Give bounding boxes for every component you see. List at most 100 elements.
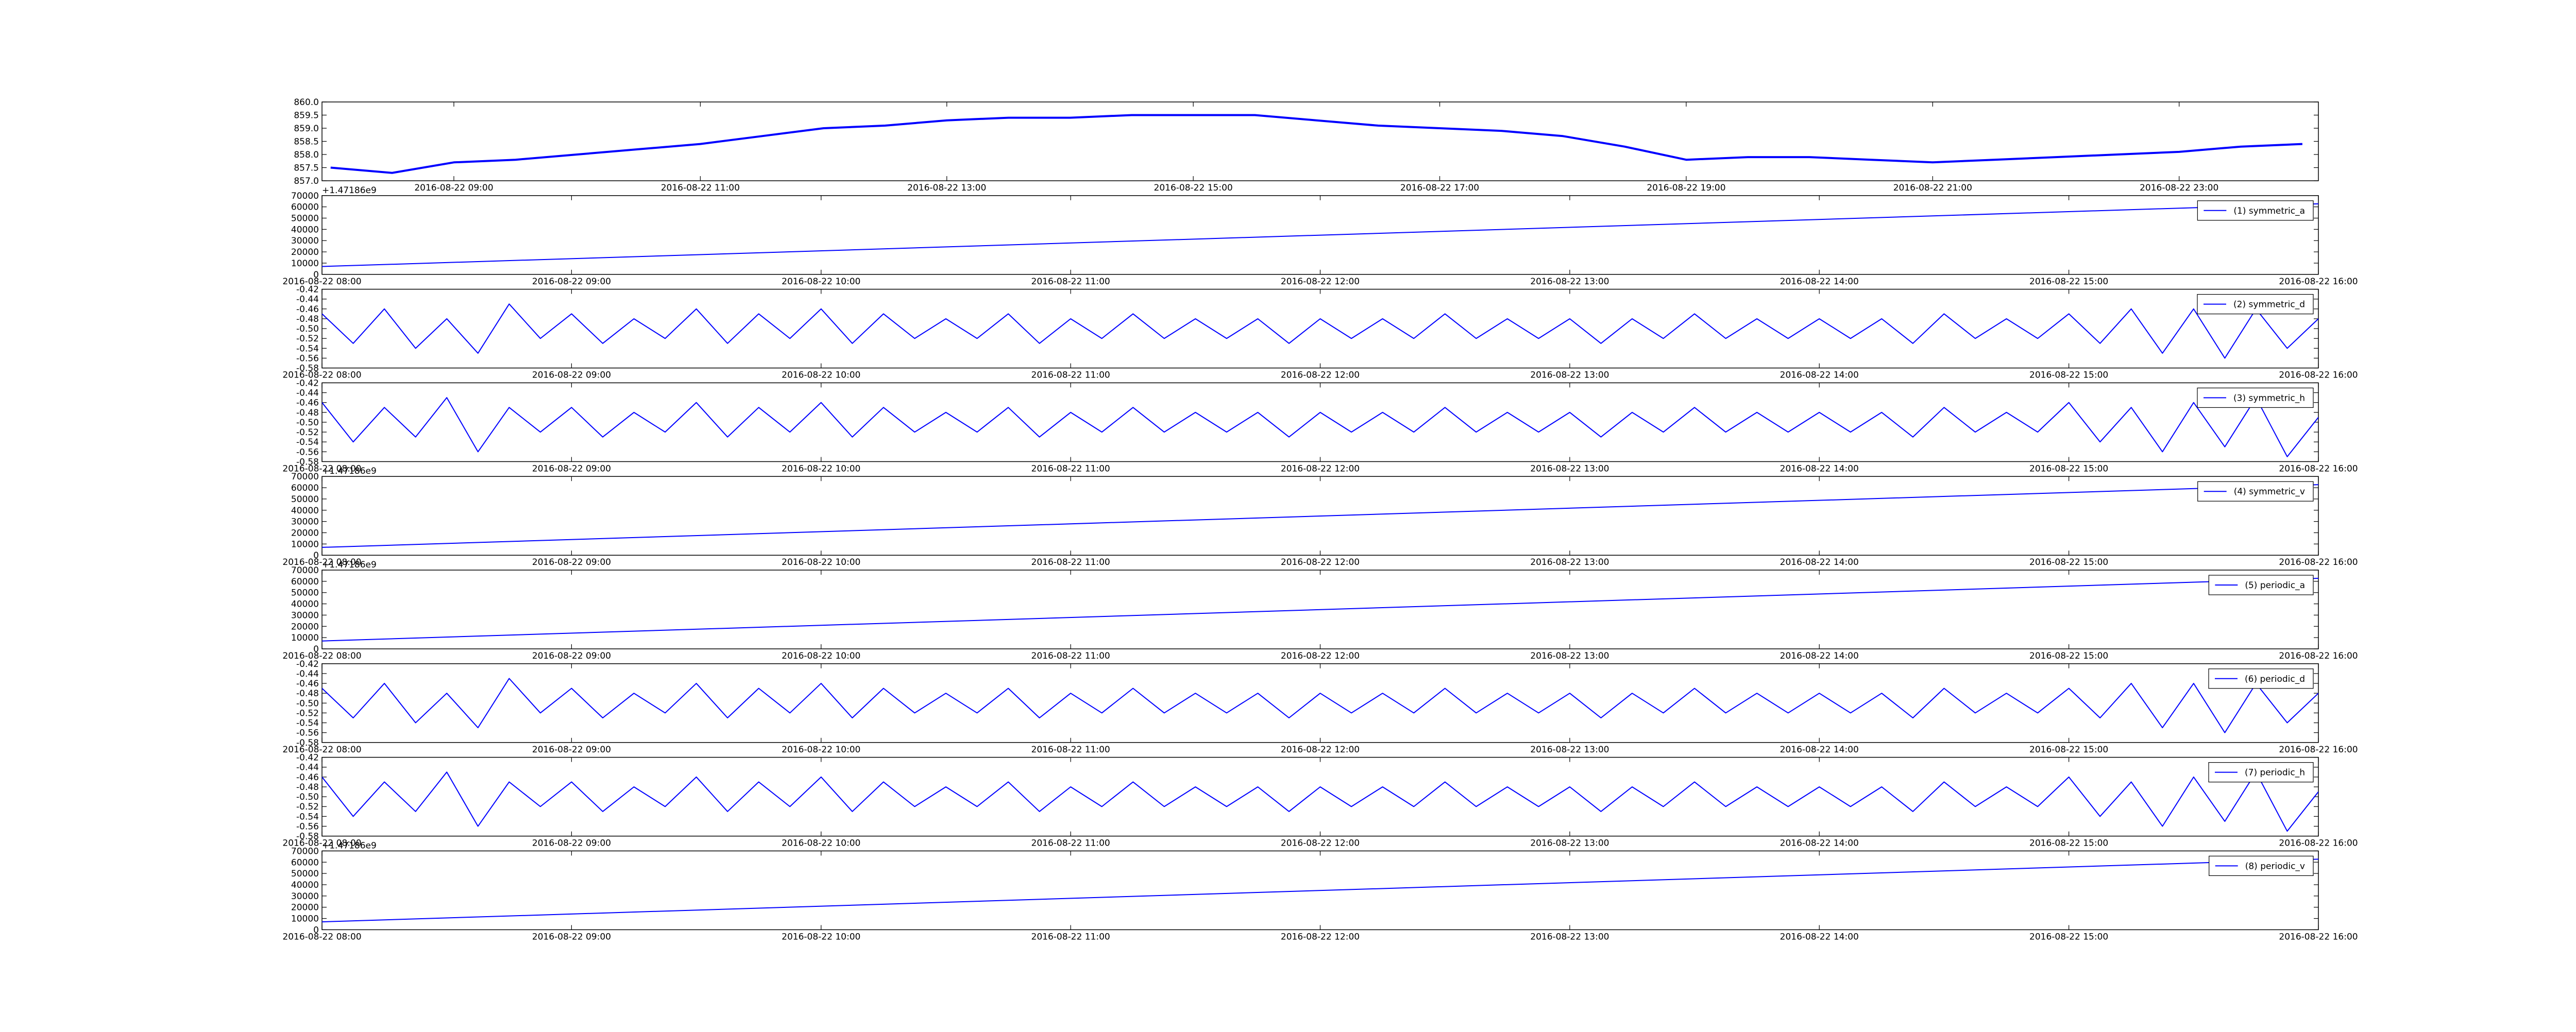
axes-frame bbox=[321, 663, 2319, 743]
y-tick-label: -0.48 bbox=[296, 408, 319, 418]
x-tick-label: 2016-08-22 12:00 bbox=[1281, 370, 1360, 381]
y-tick-label: -0.46 bbox=[296, 398, 319, 408]
x-tick-label: 2016-08-22 13:00 bbox=[907, 183, 986, 193]
y-tick-label: 70000 bbox=[291, 191, 319, 201]
legend-label: (2) symmetric_d bbox=[2233, 300, 2305, 310]
y-tick-label: 30000 bbox=[291, 610, 319, 621]
x-tick-label: 2016-08-22 10:00 bbox=[782, 463, 860, 474]
legend-label: (1) symmetric_a bbox=[2233, 206, 2305, 216]
x-tick-label: 2016-08-22 10:00 bbox=[782, 745, 860, 755]
legend-label: (6) periodic_d bbox=[2245, 674, 2305, 684]
data-line bbox=[322, 203, 2318, 267]
y-tick-label: 0 bbox=[313, 551, 319, 561]
x-tick-label: 2016-08-22 15:00 bbox=[1154, 183, 1233, 193]
legend: (7) periodic_h bbox=[2208, 762, 2314, 783]
x-tick-label: 2016-08-22 12:00 bbox=[1281, 463, 1360, 474]
legend: (6) periodic_d bbox=[2208, 668, 2314, 689]
data-line bbox=[330, 114, 2302, 174]
y-tick-label: -0.50 bbox=[296, 418, 319, 428]
panel: 0100002000030000400005000060000700002016… bbox=[282, 466, 2358, 567]
x-tick-label: 2016-08-22 11:00 bbox=[1031, 651, 1110, 661]
y-tick-label: -0.52 bbox=[296, 802, 319, 812]
x-tick-label: 2016-08-22 12:00 bbox=[1281, 277, 1360, 287]
x-tick-label: 2016-08-22 09:00 bbox=[532, 745, 611, 755]
x-tick-label: 2016-08-22 08:00 bbox=[282, 838, 361, 849]
x-tick-label: 2016-08-22 16:00 bbox=[2279, 745, 2358, 755]
x-tick-label: 2016-08-22 14:00 bbox=[1780, 370, 1859, 381]
y-tick-label: 60000 bbox=[291, 483, 319, 493]
x-tick-label: 2016-08-22 10:00 bbox=[782, 370, 860, 381]
y-tick-label: -0.48 bbox=[296, 689, 319, 699]
x-tick-label: 2016-08-22 10:00 bbox=[782, 277, 860, 287]
axes-frame bbox=[321, 850, 2319, 931]
y-tick-label: 40000 bbox=[291, 506, 319, 516]
y-tick-label: -0.50 bbox=[296, 792, 319, 802]
axes-frame bbox=[321, 101, 2319, 181]
y-tick-label: 860.0 bbox=[294, 97, 319, 108]
y-tick-label: -0.42 bbox=[296, 285, 319, 295]
y-tick-label: -0.56 bbox=[296, 353, 319, 364]
x-tick-label: 2016-08-22 13:00 bbox=[1530, 651, 1609, 661]
y-tick-label: -0.50 bbox=[296, 698, 319, 709]
y-tick-label: 857.0 bbox=[294, 176, 319, 186]
y-tick-label: -0.44 bbox=[296, 388, 319, 399]
panel: -0.58-0.56-0.54-0.52-0.50-0.48-0.46-0.44… bbox=[282, 378, 2358, 474]
x-tick-label: 2016-08-22 19:00 bbox=[1647, 183, 1725, 193]
x-tick-label: 2016-08-22 14:00 bbox=[1780, 838, 1859, 849]
x-tick-label: 2016-08-22 08:00 bbox=[282, 463, 361, 474]
x-tick-label: 2016-08-22 11:00 bbox=[1031, 370, 1110, 381]
y-tick-label: -0.48 bbox=[296, 782, 319, 793]
y-tick-label: 50000 bbox=[291, 588, 319, 598]
panel: 0100002000030000400005000060000700002016… bbox=[282, 560, 2358, 661]
x-tick-label: 2016-08-22 16:00 bbox=[2279, 463, 2358, 474]
x-tick-label: 2016-08-22 15:00 bbox=[2029, 370, 2108, 381]
x-tick-label: 2016-08-22 13:00 bbox=[1530, 557, 1609, 567]
x-tick-label: 2016-08-22 14:00 bbox=[1780, 745, 1859, 755]
y-tick-label: 50000 bbox=[291, 869, 319, 879]
legend: (3) symmetric_h bbox=[2197, 387, 2314, 408]
panel: -0.58-0.56-0.54-0.52-0.50-0.48-0.46-0.44… bbox=[282, 285, 2358, 381]
axes-frame bbox=[321, 756, 2319, 837]
x-tick-label: 2016-08-22 14:00 bbox=[1780, 932, 1859, 942]
x-tick-label: 2016-08-22 13:00 bbox=[1530, 838, 1609, 849]
x-tick-label: 2016-08-22 12:00 bbox=[1281, 932, 1360, 942]
x-tick-label: 2016-08-22 11:00 bbox=[1031, 932, 1110, 942]
data-line bbox=[322, 771, 2318, 832]
offset-text: +1.47186e9 bbox=[322, 840, 377, 851]
y-tick-label: -0.52 bbox=[296, 427, 319, 438]
x-tick-label: 2016-08-22 09:00 bbox=[414, 183, 493, 193]
x-tick-label: 2016-08-22 14:00 bbox=[1780, 651, 1859, 661]
x-tick-label: 2016-08-22 13:00 bbox=[1530, 370, 1609, 381]
x-tick-label: 2016-08-22 13:00 bbox=[1530, 277, 1609, 287]
x-tick-label: 2016-08-22 11:00 bbox=[1031, 463, 1110, 474]
x-tick-label: 2016-08-22 08:00 bbox=[282, 932, 361, 942]
x-tick-label: 2016-08-22 13:00 bbox=[1530, 932, 1609, 942]
x-tick-label: 2016-08-22 15:00 bbox=[2029, 651, 2108, 661]
y-tick-label: 40000 bbox=[291, 599, 319, 610]
y-tick-label: -0.46 bbox=[296, 772, 319, 783]
x-tick-label: 2016-08-22 09:00 bbox=[532, 277, 611, 287]
x-tick-label: 2016-08-22 15:00 bbox=[2029, 557, 2108, 567]
y-tick-label: 70000 bbox=[291, 472, 319, 482]
x-tick-label: 2016-08-22 16:00 bbox=[2279, 651, 2358, 661]
y-tick-label: 859.0 bbox=[294, 124, 319, 134]
y-tick-label: -0.58 bbox=[296, 832, 319, 842]
offset-text: +1.47186e9 bbox=[322, 185, 377, 196]
x-tick-label: 2016-08-22 21:00 bbox=[1893, 183, 1972, 193]
x-tick-label: 2016-08-22 16:00 bbox=[2279, 932, 2358, 942]
y-tick-label: -0.54 bbox=[296, 437, 319, 448]
y-tick-label: -0.52 bbox=[296, 334, 319, 344]
y-tick-label: -0.58 bbox=[296, 457, 319, 467]
x-tick-label: 2016-08-22 13:00 bbox=[1530, 463, 1609, 474]
y-tick-label: -0.44 bbox=[296, 669, 319, 679]
panel: 0100002000030000400005000060000700002016… bbox=[282, 185, 2358, 287]
x-tick-label: 2016-08-22 11:00 bbox=[661, 183, 740, 193]
x-tick-label: 2016-08-22 09:00 bbox=[532, 838, 611, 849]
y-tick-label: -0.42 bbox=[296, 659, 319, 669]
legend-label: (8) periodic_v bbox=[2245, 861, 2305, 871]
x-tick-label: 2016-08-22 15:00 bbox=[2029, 745, 2108, 755]
y-tick-label: -0.54 bbox=[296, 812, 319, 822]
y-tick-label: 20000 bbox=[291, 622, 319, 632]
